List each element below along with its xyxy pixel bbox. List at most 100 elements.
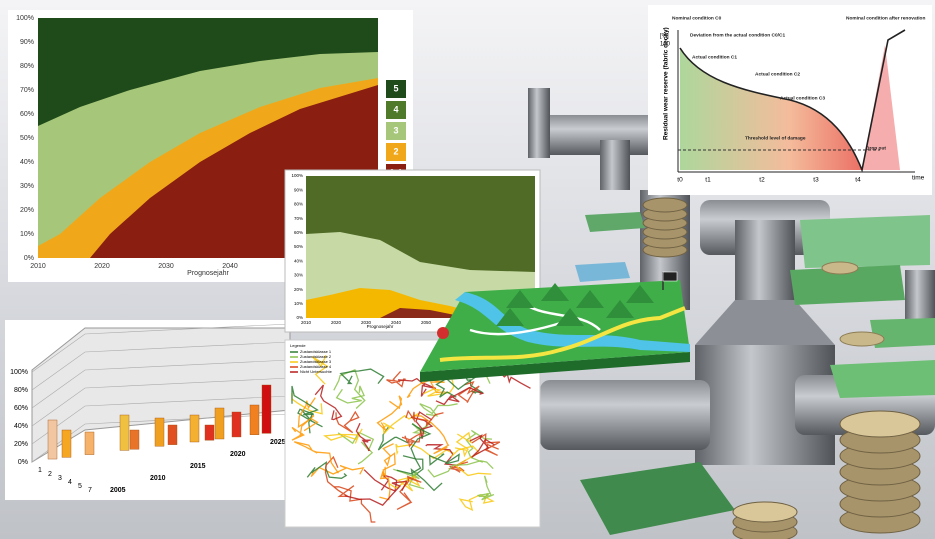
network-pipe — [401, 432, 422, 448]
area-orange — [306, 288, 535, 318]
year-label: 2010 — [150, 475, 166, 482]
network-pipe — [414, 415, 450, 455]
y-tick-label: 0% — [296, 315, 303, 320]
banknote — [830, 360, 935, 398]
annotation: Deviation from the actual condition C0/C… — [690, 32, 785, 38]
y-tick-label: 80% — [14, 387, 28, 394]
category-label: 5 — [78, 483, 82, 490]
y-tick-label: 20% — [14, 441, 28, 448]
category-label: 1 — [38, 467, 42, 474]
y-unit: [%] — [660, 34, 669, 40]
x-tick-label: t2 — [759, 177, 765, 184]
y-tick-label: 0% — [24, 255, 34, 262]
coin — [642, 197, 688, 213]
hill — [556, 308, 584, 326]
legend-swatch — [386, 122, 406, 140]
y-tick-label: 10% — [294, 301, 303, 306]
y-tick-label: 80% — [20, 63, 34, 70]
y-tick-label: 10% — [20, 231, 34, 238]
legend-title: Legende — [290, 343, 306, 348]
legend-label: Zustandsklasse 4 — [300, 364, 332, 369]
network-pipe — [419, 403, 458, 417]
legend-label: Zustandsklasse 1 — [300, 349, 332, 354]
x-axis-label: Prognosejahr — [367, 324, 394, 329]
network-pipe — [323, 428, 363, 444]
annotation: Nominal condition after renovation — [846, 15, 925, 21]
pipe — [600, 140, 630, 190]
y-tick-label: 100% — [291, 173, 303, 178]
y-tick-label: 50% — [294, 244, 303, 249]
x-tick-label: 2040 — [222, 263, 238, 270]
x-tick-label: 2010 — [301, 320, 312, 325]
x-tick-label: 2020 — [94, 263, 110, 270]
category-label: 4 — [68, 479, 72, 486]
bar — [154, 417, 165, 447]
y-tick-label: 40% — [14, 423, 28, 430]
coin — [732, 501, 798, 523]
y-tick-label: 60% — [20, 111, 34, 118]
bar — [204, 424, 215, 441]
network-pipe — [310, 464, 365, 478]
bar — [261, 384, 272, 434]
coin — [839, 331, 885, 347]
y-tick-label: 70% — [294, 216, 303, 221]
y-tick-label: 30% — [294, 273, 303, 278]
network-pipe — [377, 426, 409, 451]
category-label: 7 — [88, 487, 92, 494]
pipe — [735, 220, 795, 315]
bar — [214, 407, 225, 440]
x-axis-label: Prognosejahr — [187, 270, 229, 277]
x-tick-label: t0 — [677, 177, 683, 184]
x-tick-label: 2030 — [158, 263, 174, 270]
annotation: Threshold level of damage — [745, 135, 806, 141]
bar — [167, 424, 178, 445]
map-side — [420, 352, 690, 382]
y-tick-label: 100% — [16, 15, 34, 22]
annotation: Actual condition C1 — [692, 54, 737, 60]
y-tick-label: 70% — [20, 87, 34, 94]
banknote — [870, 318, 935, 348]
hill — [496, 308, 524, 326]
hill — [506, 290, 534, 308]
x-label: time — [912, 175, 925, 182]
y-tick-label: 40% — [294, 258, 303, 263]
hill — [626, 285, 654, 303]
y-tick-label: 40% — [20, 159, 34, 166]
y-tick-label: 90% — [294, 187, 303, 192]
y-label: Residual wear reserve (fabric decay) — [663, 27, 670, 140]
x-tick-label: t3 — [813, 177, 819, 184]
legend-label: Zustandsklasse 3 — [300, 359, 332, 364]
network-pipe — [476, 475, 495, 501]
x-tick-label: 2010 — [30, 263, 46, 270]
banknote — [800, 215, 930, 268]
network-pipe — [396, 475, 422, 510]
network-pipe — [344, 480, 408, 506]
network-pipe — [386, 370, 406, 388]
network-pipe — [382, 412, 420, 435]
legend-label: 5 — [393, 83, 398, 93]
bar — [231, 411, 242, 438]
network-pipe — [355, 422, 371, 452]
legend-swatch — [386, 143, 406, 161]
year-label: 2015 — [190, 463, 206, 470]
category-label: 3 — [58, 475, 62, 482]
bar — [129, 429, 140, 450]
legend-label: Nicht Untersuchte — [300, 369, 333, 374]
wear-area-renewed — [862, 45, 900, 170]
banknote — [585, 212, 645, 232]
network-pipe — [339, 368, 385, 385]
y-tick-label: 60% — [14, 405, 28, 412]
y-tick-label: 80% — [294, 202, 303, 207]
pipe — [528, 88, 550, 158]
network-pipe — [454, 431, 472, 458]
bar — [189, 414, 200, 443]
legend-label: Zustandsklasse 2 — [300, 354, 332, 359]
network-pipe — [427, 460, 494, 478]
annotation: Actual condition C2 — [755, 71, 800, 77]
year-label: 2025 — [270, 439, 286, 446]
legend-label: 4 — [393, 104, 398, 114]
network-pipe — [297, 397, 319, 432]
bar — [61, 429, 72, 458]
pipe — [540, 380, 710, 450]
